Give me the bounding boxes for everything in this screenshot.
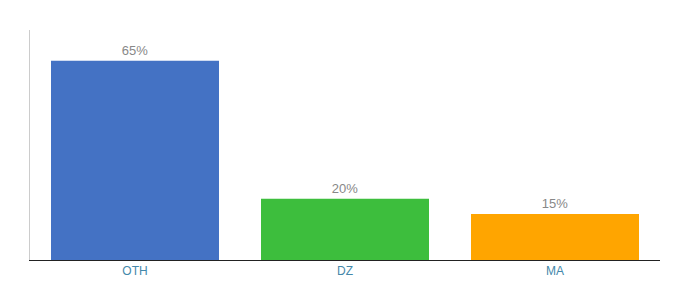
svg-text:65%: 65% xyxy=(122,43,148,58)
svg-text:15%: 15% xyxy=(542,196,568,211)
svg-text:MA: MA xyxy=(546,264,564,278)
svg-text:20%: 20% xyxy=(332,181,358,196)
svg-text:DZ: DZ xyxy=(337,264,353,278)
svg-text:OTH: OTH xyxy=(122,264,147,278)
